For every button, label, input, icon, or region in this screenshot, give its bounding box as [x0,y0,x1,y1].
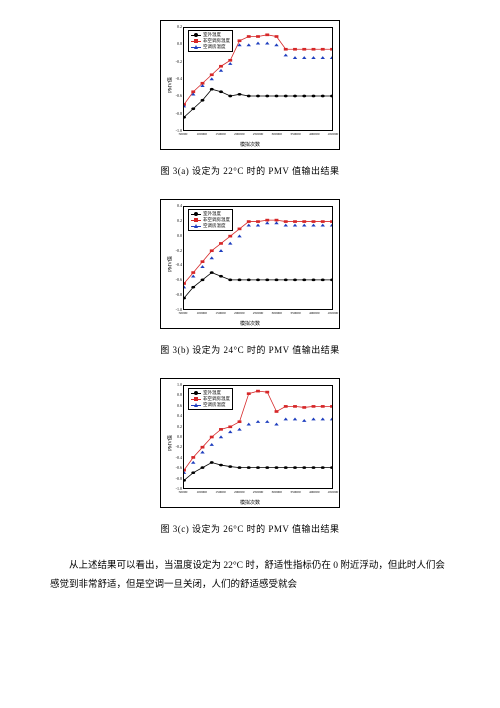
legend-label: 空调房温度 [203,44,226,50]
legend-item: 空调房温度 [191,402,230,408]
legend-marker-icon [191,397,201,401]
x-axis-label: 模拟次数 [240,499,260,506]
x-tick: 100000 [197,312,208,316]
x-tick: 250000 [253,312,264,316]
y-tick: -0.8 [168,293,182,297]
legend: 室外温度非空调房温度空调房温度 [188,388,233,410]
x-tick: 400000 [309,133,320,137]
y-tick: -0.6 [168,94,182,98]
y-tick: -0.8 [168,477,182,481]
plot-area: 室外温度非空调房温度空调房温度 [183,206,333,310]
series-2 [184,418,332,474]
x-ticks: 5000010000015000020000025000030000035000… [183,133,333,139]
chart-box: PMV值模拟次数-1.0-0.8-0.6-0.4-0.20.00.20.4500… [160,199,340,329]
legend-marker-icon [191,39,201,43]
y-tick: 0.0 [168,42,182,46]
chart-block-1: PMV值模拟次数-1.0-0.8-0.6-0.4-0.20.00.20.4500… [50,199,450,370]
x-ticks: 5000010000015000020000025000030000035000… [183,491,333,497]
x-tick: 400000 [309,312,320,316]
y-tick: 0.0 [168,234,182,238]
x-tick: 350000 [290,133,301,137]
y-tick: 0.4 [168,204,182,208]
x-tick: 150000 [215,312,226,316]
body-paragraph: 从上述结果可以看出，当温度设定为 22°C 时，舒适性指标仍在 0 附近浮动，但… [50,557,450,595]
x-tick: 300000 [272,491,283,495]
legend-marker-icon [191,33,201,37]
x-tick: 400000 [309,491,320,495]
y-tick: -0.2 [168,60,182,64]
series-0 [184,461,332,482]
legend-item: 空调房温度 [191,223,230,229]
chart-box: PMV值模拟次数-1.0-0.8-0.6-0.4-0.20.00.2500001… [160,20,340,150]
x-tick: 450000 [328,491,339,495]
legend-marker-icon [191,218,201,222]
legend-marker-icon [191,224,201,228]
legend-marker-icon [191,212,201,216]
legend: 室外温度非空调房温度空调房温度 [188,30,233,52]
y-tick: 0.2 [168,425,182,429]
x-tick: 350000 [290,312,301,316]
legend-marker-icon [191,391,201,395]
x-tick: 150000 [215,133,226,137]
figure-caption: 图 3(a) 设定为 22°C 时的 PMV 值输出结果 [161,164,340,177]
x-tick: 200000 [234,312,245,316]
y-tick: -0.4 [168,263,182,267]
x-ticks: 5000010000015000020000025000030000035000… [183,312,333,318]
x-tick: 50000 [179,491,188,495]
x-tick: 300000 [272,312,283,316]
chart-box: PMV值模拟次数-1.0-0.8-0.6-0.4-0.20.00.20.40.6… [160,378,340,508]
chart-block-2: PMV值模拟次数-1.0-0.8-0.6-0.4-0.20.00.20.40.6… [50,378,450,549]
y-ticks: -1.0-0.8-0.6-0.4-0.20.00.2 [168,27,182,131]
y-ticks: -1.0-0.8-0.6-0.4-0.20.00.20.4 [168,206,182,310]
legend: 室外温度非空调房温度空调房温度 [188,209,233,231]
x-tick: 150000 [215,491,226,495]
y-tick: -0.2 [168,445,182,449]
y-tick: 0.2 [168,25,182,29]
y-tick: -0.6 [168,278,182,282]
y-tick: -0.8 [168,112,182,116]
y-ticks: -1.0-0.8-0.6-0.4-0.20.00.20.40.60.81.0 [168,385,182,489]
series-0 [184,88,332,119]
x-tick: 200000 [234,491,245,495]
chart-block-0: PMV值模拟次数-1.0-0.8-0.6-0.4-0.20.00.2500001… [50,20,450,191]
y-tick: -0.4 [168,77,182,81]
y-tick: 0.0 [168,435,182,439]
y-tick: 0.4 [168,414,182,418]
y-tick: 0.2 [168,219,182,223]
legend-item: 空调房温度 [191,44,230,50]
legend-label: 空调房温度 [203,402,226,408]
x-tick: 350000 [290,491,301,495]
figure-caption: 图 3(c) 设定为 26°C 时的 PMV 值输出结果 [161,522,340,535]
plot-area: 室外温度非空调房温度空调房温度 [183,27,333,131]
figure-caption: 图 3(b) 设定为 24°C 时的 PMV 值输出结果 [160,343,339,356]
series-2 [184,42,332,108]
x-tick: 250000 [253,491,264,495]
y-tick: 1.0 [168,383,182,387]
plot-area: 室外温度非空调房温度空调房温度 [183,385,333,489]
x-tick: 50000 [179,312,188,316]
legend-label: 空调房温度 [203,223,226,229]
y-tick: 0.6 [168,404,182,408]
x-tick: 250000 [253,133,264,137]
x-tick: 100000 [197,491,208,495]
y-tick: -0.6 [168,466,182,470]
charts-container: PMV值模拟次数-1.0-0.8-0.6-0.4-0.20.00.2500001… [50,20,450,549]
series-2 [184,221,332,288]
x-tick: 300000 [272,133,283,137]
series-0 [184,271,332,299]
legend-marker-icon [191,403,201,407]
x-axis-label: 模拟次数 [240,141,260,148]
x-tick: 100000 [197,133,208,137]
legend-marker-icon [191,45,201,49]
x-tick: 50000 [179,133,188,137]
x-axis-label: 模拟次数 [240,320,260,327]
x-tick: 450000 [328,133,339,137]
y-tick: -0.4 [168,456,182,460]
y-tick: 0.8 [168,393,182,397]
x-tick: 200000 [234,133,245,137]
y-tick: -0.2 [168,249,182,253]
x-tick: 450000 [328,312,339,316]
